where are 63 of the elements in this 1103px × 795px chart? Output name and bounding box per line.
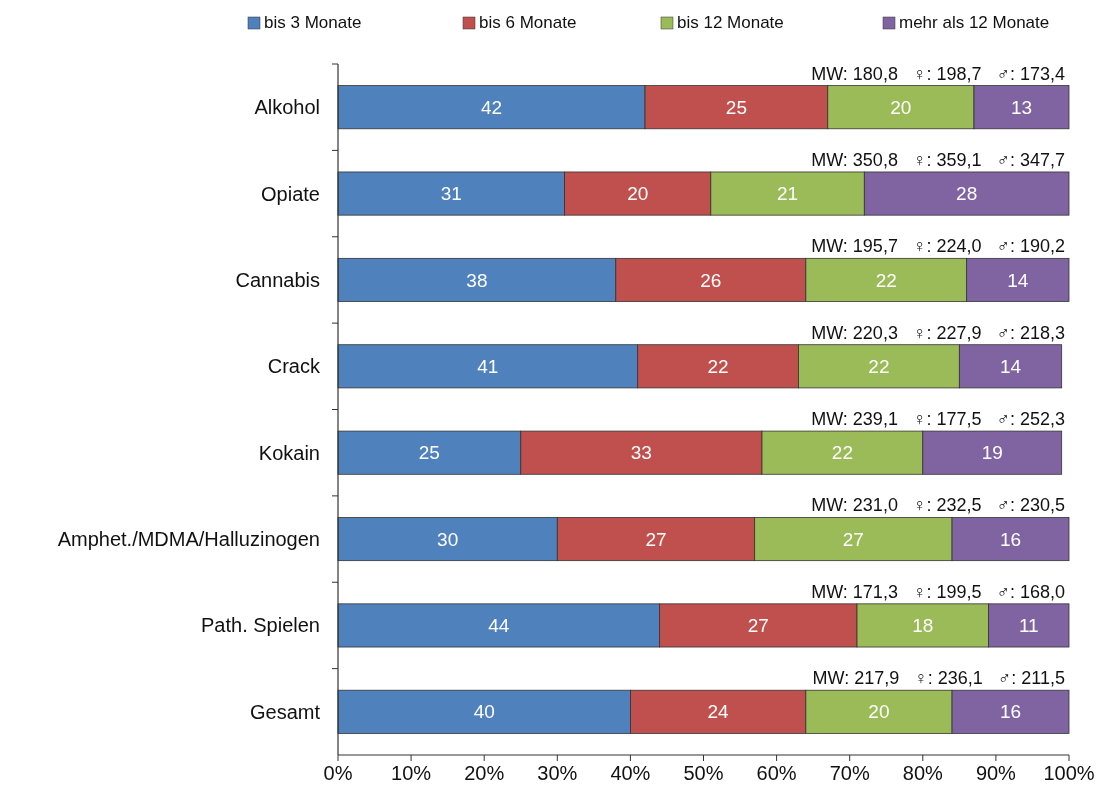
- data-label: 24: [707, 701, 730, 723]
- y-tick-label: Kokain: [258, 441, 320, 464]
- data-label: 27: [842, 528, 864, 550]
- annotation: MW: 195,7 ♀: 224,0 ♂: 190,2: [811, 236, 1065, 257]
- data-label: 41: [477, 355, 499, 377]
- annotation: MW: 231,0 ♀: 232,5 ♂: 230,5: [811, 495, 1065, 516]
- x-tick-label: 80%: [902, 762, 944, 784]
- data-label: 40: [473, 701, 495, 723]
- x-tick-label: 60%: [756, 762, 797, 784]
- y-tick-label: Gesamt: [249, 700, 321, 723]
- x-tick-label: 30%: [537, 762, 578, 784]
- data-label: 42: [480, 96, 503, 118]
- y-tick-label: Amphet./MDMA/Halluzinogen: [57, 528, 320, 551]
- data-label: 25: [418, 442, 440, 464]
- data-label: 20: [868, 701, 890, 723]
- x-tick-label: 0%: [323, 762, 353, 784]
- data-label: 38: [466, 269, 488, 291]
- data-label: 27: [645, 528, 667, 550]
- data-label: 33: [630, 442, 652, 464]
- annotation: MW: 239,1 ♀: 177,5 ♂: 252,3: [811, 409, 1065, 430]
- data-label: 44: [488, 615, 510, 637]
- data-label: 13: [1010, 96, 1033, 118]
- legend-label: bis 12 Monate: [677, 13, 784, 32]
- x-tick-label: 10%: [391, 762, 432, 784]
- legend-label: bis 6 Monate: [479, 13, 577, 32]
- data-label: 31: [440, 183, 462, 205]
- annotation: MW: 217,9 ♀: 236,1 ♂: 211,5: [812, 668, 1065, 689]
- data-label: 19: [981, 442, 1003, 464]
- data-label: 18: [912, 615, 934, 637]
- data-label: 16: [999, 528, 1022, 550]
- data-label: 22: [831, 442, 853, 464]
- data-label: 30: [437, 528, 459, 550]
- x-tick-label: 100%: [1043, 762, 1095, 784]
- data-label: 22: [707, 355, 729, 377]
- y-tick-label: Path. Spielen: [201, 614, 320, 637]
- data-label: 21: [776, 183, 799, 205]
- x-tick-label: 20%: [464, 762, 505, 784]
- annotation: MW: 171,3 ♀: 199,5 ♂: 168,0: [811, 581, 1065, 602]
- legend-label: mehr als 12 Monate: [899, 13, 1050, 32]
- x-tick-label: 50%: [683, 762, 724, 784]
- data-label: 14: [999, 355, 1022, 377]
- x-tick-label: 90%: [975, 762, 1017, 784]
- y-tick-label: Cannabis: [235, 268, 320, 291]
- annotation: MW: 180,8 ♀: 198,7 ♂: 173,4: [811, 63, 1065, 84]
- data-label: 20: [627, 183, 649, 205]
- data-label: 25: [725, 96, 747, 118]
- data-label: 22: [868, 355, 890, 377]
- y-tick-label: Crack: [267, 355, 321, 378]
- legend-label: bis 3 Monate: [264, 13, 362, 32]
- data-label: 11: [1018, 615, 1039, 637]
- x-tick-label: 70%: [829, 762, 870, 784]
- data-label: 28: [956, 183, 978, 205]
- data-label: 14: [1007, 269, 1029, 291]
- annotation: MW: 220,3 ♀: 227,9 ♂: 218,3: [811, 322, 1065, 343]
- annotation: MW: 350,8 ♀: 359,1 ♂: 347,7: [811, 149, 1065, 170]
- data-label: 26: [700, 269, 722, 291]
- data-label: 27: [747, 615, 769, 637]
- y-tick-label: Opiate: [261, 182, 320, 205]
- data-label: 22: [875, 269, 897, 291]
- x-tick-label: 40%: [610, 762, 651, 784]
- data-label: 20: [890, 96, 912, 118]
- data-label: 16: [999, 701, 1022, 723]
- y-tick-label: Alkohol: [254, 96, 320, 119]
